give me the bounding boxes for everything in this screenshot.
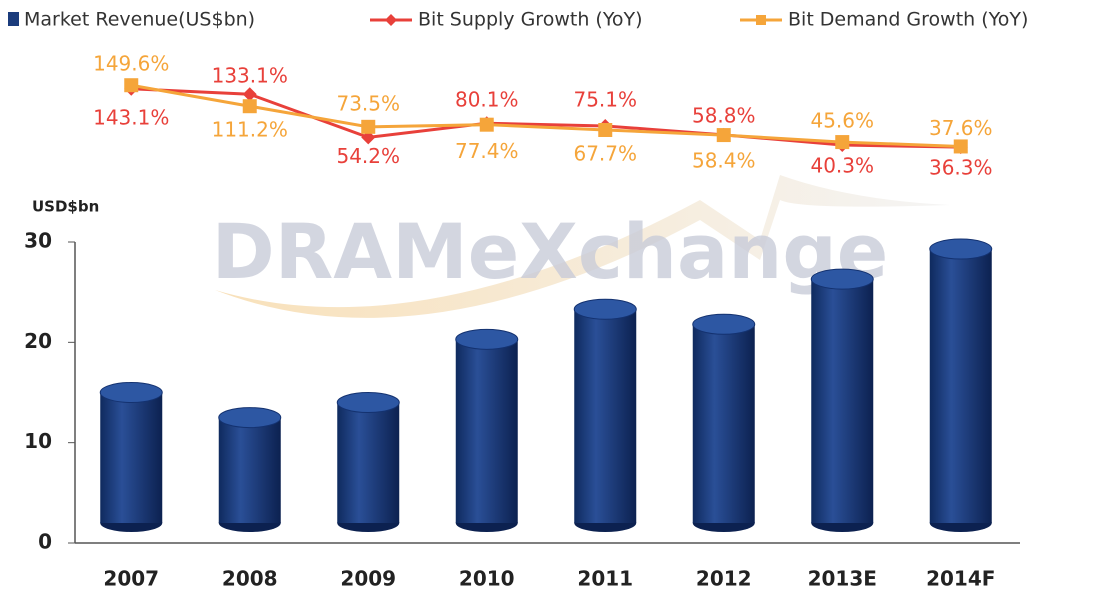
bar-cap [810, 268, 874, 290]
line-marker [242, 99, 257, 114]
bar [692, 324, 755, 523]
value-label: 75.1% [573, 87, 637, 111]
bar-cap [929, 238, 993, 260]
line-marker [598, 122, 613, 137]
bar [929, 249, 992, 524]
y-tick-label: 10 [24, 429, 52, 453]
line-marker [479, 117, 494, 132]
line-marker [716, 128, 731, 143]
value-label: 80.1% [455, 88, 519, 112]
bar-cap [218, 407, 282, 429]
x-tick-label: 2007 [103, 567, 159, 591]
x-tick-label: 2012 [696, 567, 752, 591]
legend-marker [756, 15, 766, 25]
y-axis-label: USD$bn [32, 198, 99, 216]
value-label: 58.8% [692, 103, 756, 127]
bar [218, 417, 281, 523]
x-tick-label: 2008 [222, 567, 278, 591]
bar-cap [99, 382, 163, 403]
bar-cap [573, 298, 637, 320]
y-tick-label: 0 [38, 530, 52, 554]
legend-label: Market Revenue(US$bn) [24, 9, 255, 31]
bar [337, 402, 400, 523]
line [131, 87, 961, 149]
value-label: 45.6% [810, 109, 874, 133]
value-label: 36.3% [929, 156, 993, 180]
x-tick-label: 2010 [459, 567, 515, 591]
line [130, 83, 961, 148]
value-label: 37.6% [929, 116, 993, 140]
watermark: DRAMeXchange [212, 207, 889, 296]
value-label: 67.7% [573, 141, 637, 165]
line-marker [124, 78, 139, 93]
x-tick-label: 2009 [340, 567, 396, 591]
value-label: 133.1% [212, 64, 288, 88]
value-label: 111.2% [212, 118, 288, 142]
bar [455, 339, 518, 523]
x-tick-label: 2014F [926, 567, 995, 591]
line-marker [953, 139, 968, 154]
line-marker [242, 87, 257, 102]
x-tick-label: 2011 [577, 567, 633, 591]
value-label: 73.5% [336, 91, 400, 115]
bar-cap [455, 328, 519, 350]
line-marker [361, 119, 376, 134]
legend-label: Bit Demand Growth (YoY) [788, 9, 1028, 31]
x-tick-label: 2013E [808, 567, 877, 591]
y-tick-label: 20 [24, 329, 52, 353]
bar [811, 279, 874, 523]
line-marker [835, 135, 850, 150]
legend-marker [385, 14, 397, 26]
value-label: 143.1% [93, 105, 169, 129]
legend-label: Bit Supply Growth (YoY) [418, 9, 643, 31]
bar-cap [336, 392, 400, 414]
value-label: 40.3% [810, 153, 874, 177]
bar-cap [692, 313, 756, 335]
legend-swatch [8, 12, 19, 26]
line-marker [361, 130, 376, 145]
value-label: 149.6% [93, 52, 169, 76]
value-label: 54.2% [336, 144, 400, 168]
bar [574, 309, 637, 523]
value-label: 77.4% [455, 139, 519, 163]
bar [100, 392, 163, 523]
value-label: 58.4% [692, 149, 756, 173]
y-tick-label: 30 [24, 229, 52, 253]
